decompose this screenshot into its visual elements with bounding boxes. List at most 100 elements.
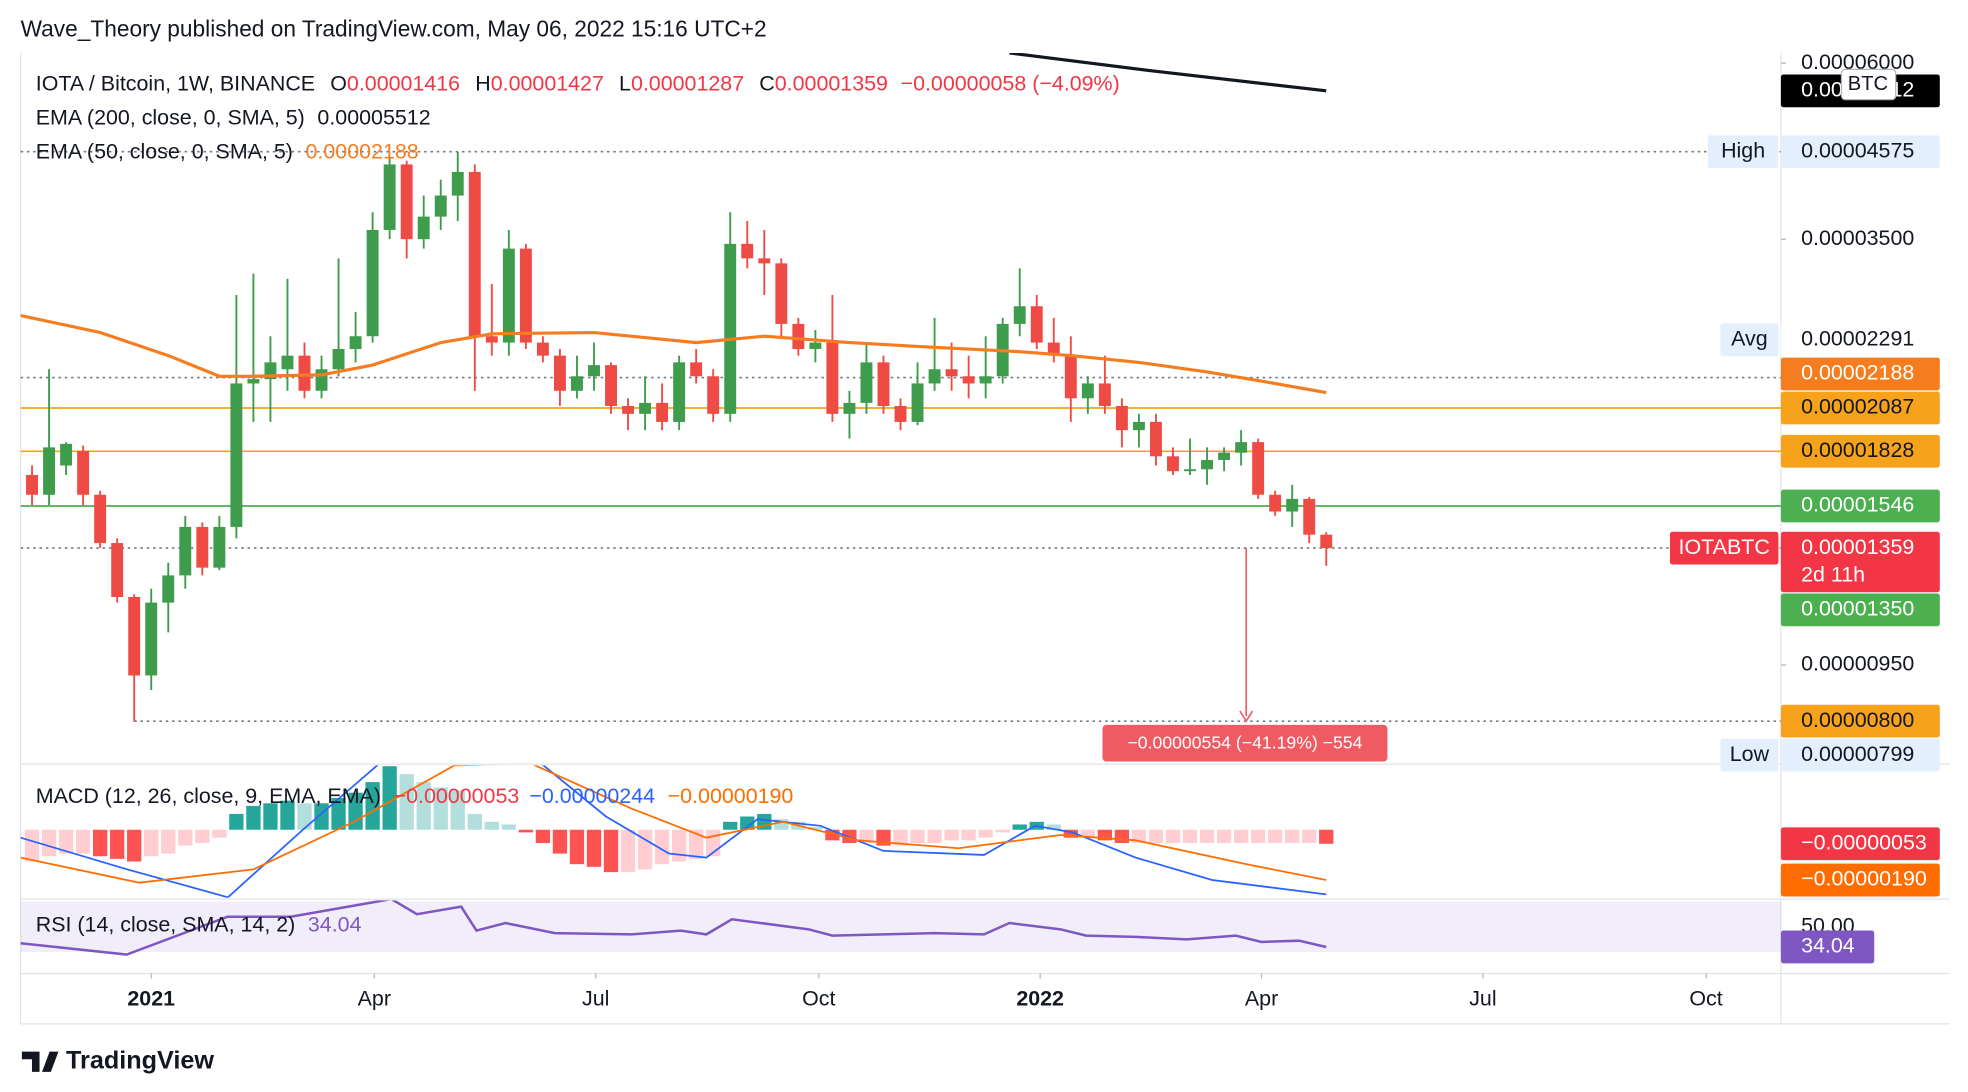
candle-body bbox=[349, 336, 362, 350]
macd-bar bbox=[416, 782, 431, 830]
price-tag-box bbox=[1720, 738, 1779, 772]
candle-body bbox=[26, 474, 38, 495]
candle-body bbox=[468, 171, 481, 337]
macd-bar bbox=[637, 829, 653, 870]
candle-body bbox=[553, 355, 566, 391]
legend-item: EMA (50, close, 0, SMA, 5) bbox=[36, 139, 293, 163]
x-tick-label: 2021 bbox=[127, 987, 175, 1011]
measure-arrow bbox=[1239, 710, 1254, 723]
macd-bar bbox=[484, 821, 499, 830]
macd-bar bbox=[552, 829, 568, 854]
macd-bar bbox=[297, 803, 312, 830]
candle-body bbox=[1235, 442, 1248, 453]
candle-body bbox=[741, 243, 754, 259]
ema-line bbox=[1009, 52, 1327, 93]
macd-bar bbox=[1012, 824, 1027, 830]
macd-bar bbox=[620, 829, 636, 873]
price-label: 0.00000799 bbox=[1801, 742, 1914, 766]
legend-item: 0.00001416 bbox=[347, 71, 460, 95]
macd-bar bbox=[246, 805, 261, 830]
candle-body bbox=[588, 365, 600, 377]
candle-body bbox=[1013, 306, 1026, 324]
candle-body bbox=[1320, 534, 1333, 549]
macd-bar bbox=[178, 829, 193, 846]
macd-bar bbox=[689, 829, 704, 859]
candle-body bbox=[894, 405, 907, 422]
macd-bar bbox=[961, 829, 976, 841]
price-tag: Avg bbox=[1731, 327, 1768, 351]
logo-icon bbox=[21, 1051, 59, 1072]
macd-bar bbox=[1114, 829, 1130, 843]
legend-item: IOTA / Bitcoin, 1W, BINANCE bbox=[36, 71, 315, 95]
candle-body bbox=[860, 362, 873, 403]
candle-body bbox=[962, 376, 975, 384]
candle-body bbox=[945, 369, 958, 377]
price-label-sub: 2d 11h bbox=[1801, 562, 1865, 586]
price-tag: IOTABTC bbox=[1679, 535, 1770, 559]
candle-body bbox=[485, 336, 498, 343]
macd-bar bbox=[569, 829, 585, 865]
macd-bar bbox=[127, 829, 142, 862]
candle-body bbox=[434, 195, 447, 217]
legend-item: MACD (12, 26, close, 9, EMA, EMA) bbox=[36, 784, 381, 808]
macd-bar bbox=[1165, 829, 1181, 843]
candle-body bbox=[1286, 498, 1299, 512]
price-label: 0.00001350 bbox=[1801, 597, 1914, 621]
macd-bar bbox=[450, 790, 465, 830]
candle-body bbox=[383, 164, 396, 230]
macd-bar bbox=[1199, 829, 1215, 843]
candle-body bbox=[60, 443, 73, 466]
rsi-band bbox=[20, 901, 1781, 953]
macd-pane bbox=[20, 765, 1334, 898]
candle-body bbox=[792, 323, 805, 350]
legend-item: L bbox=[619, 71, 631, 95]
macd-bar bbox=[740, 816, 755, 830]
legend-row: IOTA / Bitcoin, 1W, BINANCE O0.00001416 H0… bbox=[36, 71, 1120, 95]
macd-bar bbox=[467, 813, 482, 830]
price-label-box bbox=[1780, 531, 1940, 593]
legend-item: RSI (14, close, SMA, 14, 2) bbox=[36, 912, 296, 936]
macd-label-box bbox=[1780, 863, 1940, 897]
candle-body bbox=[230, 383, 243, 527]
macd-line bbox=[20, 765, 1327, 884]
macd-bar bbox=[41, 829, 57, 857]
candle-body bbox=[213, 526, 226, 568]
legend-item: 0.00005512 bbox=[317, 105, 430, 129]
currency: BTC bbox=[1848, 73, 1888, 95]
macd-bar bbox=[263, 803, 278, 830]
candle-body bbox=[673, 362, 686, 422]
macd-bar bbox=[825, 829, 840, 841]
x-tick-label: Jul bbox=[582, 987, 609, 1011]
candle-body bbox=[196, 526, 209, 568]
candle-body bbox=[1030, 306, 1043, 343]
macd-bar bbox=[1148, 829, 1164, 843]
macd-bar bbox=[58, 829, 74, 854]
y-tick-label: 0.00000950 bbox=[1801, 652, 1914, 676]
candle-body bbox=[1167, 456, 1179, 472]
candle-body bbox=[809, 342, 822, 350]
rsi-pane bbox=[20, 900, 1781, 956]
candle-body bbox=[724, 243, 737, 414]
macd-label-box bbox=[1780, 827, 1940, 861]
macd-bar bbox=[229, 813, 244, 830]
candle-body bbox=[179, 526, 192, 576]
candle-body bbox=[145, 602, 158, 676]
legend-item: EMA (200, close, 0, SMA, 5) bbox=[36, 105, 305, 129]
legend-row: EMA (200, close, 0, SMA, 5) 0.00005512 bbox=[36, 105, 431, 129]
macd-bar bbox=[1268, 829, 1283, 843]
macd-bar bbox=[331, 797, 346, 830]
macd-label: −0.00000190 bbox=[1801, 867, 1927, 891]
price-label-box bbox=[1780, 391, 1940, 425]
logo-text: TradingView bbox=[66, 1046, 214, 1074]
candle-body bbox=[94, 494, 107, 544]
candle-body bbox=[1047, 342, 1060, 356]
legend-item: 0.00002188 bbox=[306, 139, 419, 163]
candle-body bbox=[536, 342, 549, 356]
macd-bar bbox=[893, 829, 908, 846]
price-label-box bbox=[1780, 323, 1940, 357]
logo: TradingView bbox=[21, 1046, 214, 1074]
price-label-box bbox=[1780, 738, 1940, 772]
candle-body bbox=[656, 402, 669, 422]
